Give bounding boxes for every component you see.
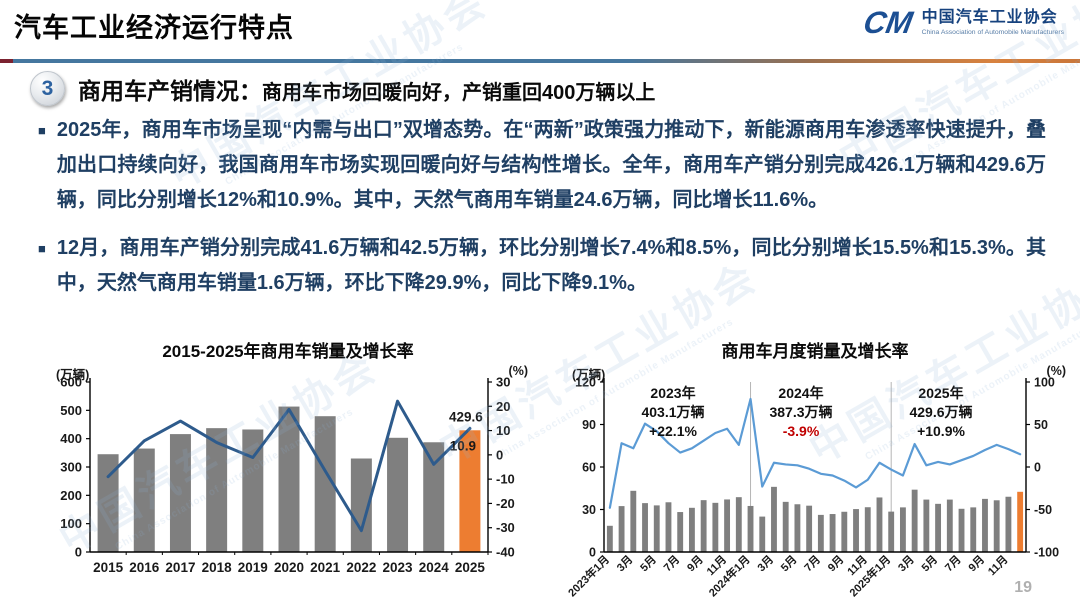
- header-divider-accent: [0, 59, 13, 63]
- annual-chart-plot: 0 100 200 300 400 500 600 -40 -30 -20 -10 0 10 20 30 20…: [60, 375, 515, 576]
- header-divider: [0, 59, 1080, 63]
- svg-text:2025: 2025: [455, 560, 486, 575]
- svg-text:7月: 7月: [661, 553, 682, 574]
- svg-text:2016: 2016: [129, 560, 160, 575]
- svg-text:400: 400: [60, 431, 82, 446]
- annotation-2025: 2025年 429.6万辆 +10.9%: [876, 384, 1006, 441]
- svg-text:5月: 5月: [778, 553, 799, 574]
- svg-text:2018: 2018: [202, 560, 233, 575]
- annotation-2024-year: 2024年: [778, 385, 824, 401]
- svg-text:11月: 11月: [985, 553, 1010, 578]
- svg-text:9月: 9月: [966, 553, 987, 574]
- bullet-paragraph-2-text: 12月，商用车产销分别完成41.6万辆和42.5万辆，环比分别增长7.4%和8.…: [56, 237, 1046, 294]
- svg-text:-30: -30: [496, 520, 515, 535]
- svg-text:2020: 2020: [274, 560, 304, 575]
- svg-text:90: 90: [582, 418, 596, 432]
- annotation-2023-total: 403.1万辆: [641, 404, 705, 420]
- svg-text:20: 20: [496, 399, 510, 414]
- monthly-chart-right-axis-unit: (%): [1046, 364, 1066, 378]
- svg-text:2022: 2022: [346, 560, 376, 575]
- annotation-2023-growth: +22.1%: [649, 423, 697, 439]
- bullet-paragraph-1: ■ 2025年，商用车市场呈现“内需与出口”双增态势。在“两新”政策强力推动下，…: [38, 113, 1046, 218]
- bullet-paragraph-1-text: 2025年，商用车市场呈现“内需与出口”双增态势。在“两新”政策强力推动下，新能…: [56, 119, 1046, 211]
- bullet-square-icon: ■: [38, 123, 46, 138]
- svg-text:0: 0: [1034, 461, 1041, 475]
- annotation-2023-year: 2023年: [650, 385, 696, 401]
- svg-text:0: 0: [75, 545, 82, 560]
- svg-text:500: 500: [60, 403, 82, 418]
- section-number-badge: 3: [30, 71, 65, 106]
- caam-logo-names: 中国汽车工业协会 China Association of Automobile…: [922, 9, 1064, 36]
- svg-text:100: 100: [60, 516, 82, 531]
- bullet-square-icon: ■: [38, 241, 46, 256]
- svg-text:0: 0: [589, 546, 596, 560]
- svg-text:3月: 3月: [614, 553, 635, 574]
- svg-text:9月: 9月: [684, 553, 705, 574]
- svg-text:-50: -50: [1034, 503, 1052, 517]
- svg-text:200: 200: [60, 488, 82, 503]
- section-heading: 3 商用车产销情况：商用车市场回暖向好，产销重回400万辆以上: [30, 71, 655, 106]
- svg-text:10.9: 10.9: [450, 438, 476, 453]
- caam-org-name-cn: 中国汽车工业协会: [921, 8, 1058, 26]
- section-heading-sub: 商用车市场回暖向好，产销重回400万辆以上: [262, 81, 656, 104]
- svg-text:2019: 2019: [238, 560, 268, 575]
- annotation-2025-growth: +10.9%: [917, 423, 965, 439]
- caam-logo-icon: CM: [861, 5, 916, 40]
- svg-text:60: 60: [582, 461, 596, 475]
- svg-text:300: 300: [60, 460, 82, 475]
- annotation-2025-year: 2025年: [918, 385, 964, 401]
- body-text: ■ 2025年，商用车市场呈现“内需与出口”双增态势。在“两新”政策强力推动下，…: [38, 113, 1046, 314]
- svg-text:-40: -40: [496, 545, 515, 560]
- monthly-chart-title: 商用车月度销量及增长率: [721, 342, 909, 361]
- svg-text:120: 120: [575, 376, 596, 390]
- svg-text:5月: 5月: [919, 553, 940, 574]
- annual-chart-left-axis-unit: (万辆): [56, 368, 90, 382]
- monthly-sales-growth-chart: 商用车月度销量及增长率 (万辆) (%) 0 30 60 90 120 -100 -50 0 5…: [558, 340, 1072, 604]
- annotation-2024-total: 387.3万辆: [769, 404, 833, 420]
- section-heading-text: 商用车产销情况：商用车市场回暖向好，产销重回400万辆以上: [78, 72, 655, 106]
- annual-chart-title: 2015-2025年商用车销量及增长率: [162, 342, 414, 361]
- svg-text:30: 30: [582, 503, 596, 517]
- annual-sales-growth-chart: 2015-2025年商用车销量及增长率 (万辆) (%) 0 100 200 300 4…: [42, 340, 534, 604]
- svg-text:7月: 7月: [942, 553, 963, 574]
- svg-text:-10: -10: [496, 472, 515, 487]
- svg-text:9月: 9月: [825, 553, 846, 574]
- svg-text:100: 100: [1034, 376, 1055, 390]
- annotation-2025-total: 429.6万辆: [909, 404, 973, 420]
- svg-text:50: 50: [1034, 418, 1048, 432]
- svg-text:0: 0: [496, 447, 503, 462]
- monthly-chart-left-axis-unit: (万辆): [572, 368, 606, 382]
- svg-text:3月: 3月: [755, 553, 776, 574]
- svg-text:5月: 5月: [638, 553, 659, 574]
- svg-text:30: 30: [496, 375, 510, 390]
- svg-text:3月: 3月: [895, 553, 916, 574]
- section-heading-main: 商用车产销情况：: [78, 77, 262, 104]
- annotation-2024: 2024年 387.3万辆 -3.9%: [736, 384, 866, 441]
- svg-text:429.6: 429.6: [449, 409, 483, 424]
- svg-text:7月: 7月: [802, 553, 823, 574]
- annotation-2023: 2023年 403.1万辆 +22.1%: [608, 384, 738, 441]
- annotation-2024-growth: -3.9%: [782, 423, 820, 439]
- page-title: 汽车工业经济运行特点: [14, 13, 294, 43]
- svg-text:2024: 2024: [419, 560, 450, 575]
- annual-chart-right-axis-unit: (%): [508, 364, 528, 378]
- svg-text:600: 600: [60, 375, 82, 390]
- page-number: 19: [1014, 579, 1032, 596]
- caam-logo: CM 中国汽车工业协会 China Association of Automob…: [861, 5, 1064, 40]
- svg-text:2015: 2015: [93, 560, 124, 575]
- svg-text:2021: 2021: [310, 560, 341, 575]
- svg-text:2017: 2017: [165, 560, 195, 575]
- svg-text:10: 10: [496, 423, 510, 438]
- caam-org-name-en: China Association of Automobile Manufact…: [921, 28, 1064, 36]
- svg-text:2023: 2023: [383, 560, 414, 575]
- svg-text:-100: -100: [1034, 546, 1059, 560]
- bullet-paragraph-2: ■ 12月，商用车产销分别完成41.6万辆和42.5万辆，环比分别增长7.4%和…: [38, 231, 1046, 301]
- svg-text:-20: -20: [496, 496, 515, 511]
